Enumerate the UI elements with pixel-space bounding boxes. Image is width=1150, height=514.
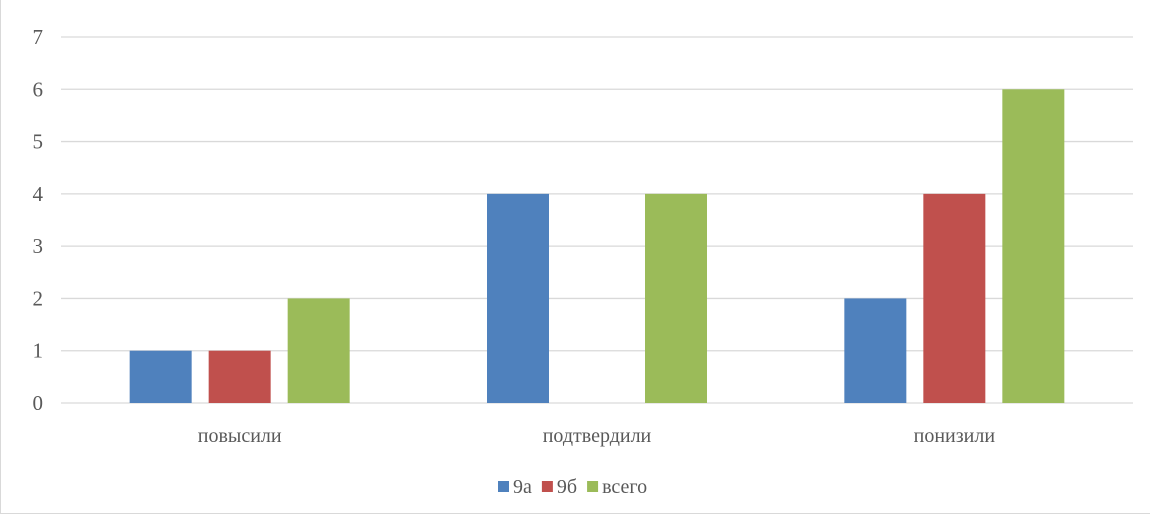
y-tick-label: 3: [33, 234, 44, 258]
y-tick-label: 4: [33, 182, 44, 206]
bar: [287, 298, 350, 403]
legend: 9а 9б всего: [498, 476, 647, 498]
bar: [208, 350, 271, 403]
category-label: повысили: [198, 425, 282, 447]
legend-swatch: [541, 481, 553, 492]
bars-layer: [129, 89, 1065, 404]
category-label: понизили: [914, 425, 996, 447]
y-tick-label: 7: [33, 25, 44, 49]
bar: [1002, 89, 1065, 404]
legend-item: 9а: [498, 476, 532, 498]
bar: [645, 193, 707, 403]
x-axis: повысили подтвердили понизили: [198, 425, 996, 447]
y-tick-label: 5: [33, 130, 44, 154]
y-axis: 0 1 2 3 4 5 6 7: [33, 25, 44, 415]
y-tick-label: 2: [33, 286, 44, 310]
legend-swatch: [587, 481, 599, 492]
bar: [487, 193, 549, 403]
bar: [129, 350, 192, 403]
category-label: подтвердили: [543, 425, 652, 447]
legend-label: 9б: [557, 476, 577, 498]
bar: [844, 298, 907, 403]
legend-item: всего: [587, 476, 647, 498]
bar: [923, 193, 986, 403]
legend-item: 9б: [541, 476, 577, 498]
legend-label: 9а: [513, 476, 532, 498]
y-tick-label: 0: [33, 391, 44, 415]
y-tick-label: 1: [33, 339, 44, 363]
legend-label: всего: [602, 476, 647, 498]
legend-swatch: [498, 481, 509, 492]
y-tick-label: 6: [33, 77, 44, 101]
